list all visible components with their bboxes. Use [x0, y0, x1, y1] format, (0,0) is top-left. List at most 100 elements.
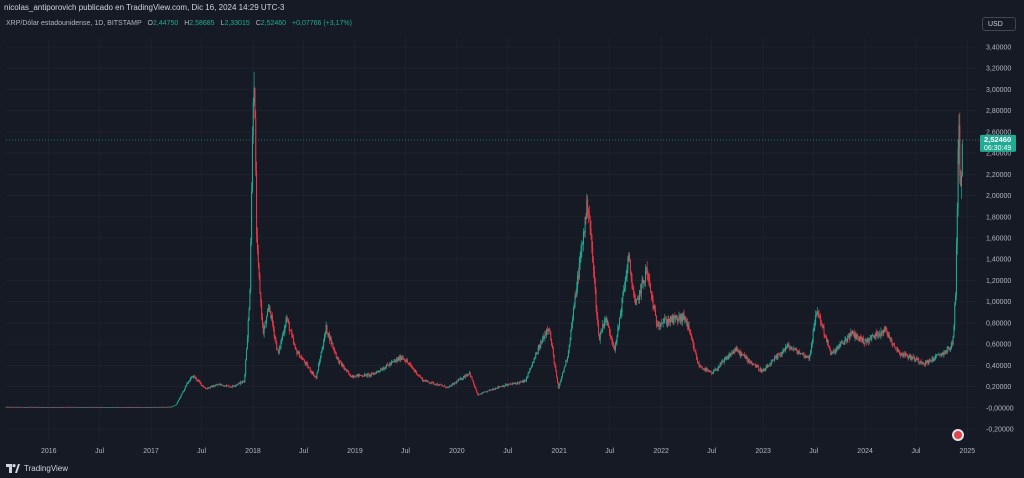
- candle-body: [392, 361, 394, 362]
- candle-body: [38, 406, 40, 408]
- candle-body: [907, 356, 909, 359]
- candle-body: [525, 376, 527, 382]
- candle-body: [116, 407, 118, 408]
- candle-body: [589, 219, 591, 229]
- candle-body: [68, 406, 70, 408]
- candle-body: [88, 407, 90, 408]
- candle-body: [268, 307, 270, 309]
- candle-body: [282, 334, 284, 335]
- candle-body: [618, 325, 620, 328]
- candle-body: [330, 337, 332, 344]
- x-tick-label: 2021: [551, 448, 567, 455]
- candle-body: [453, 383, 455, 385]
- candle-body: [531, 366, 533, 368]
- candle-body: [935, 354, 937, 356]
- candle-body: [128, 407, 130, 408]
- candle-body: [334, 348, 336, 353]
- candle-body: [586, 199, 588, 219]
- candle-body: [761, 370, 763, 373]
- candle-body: [413, 369, 415, 371]
- candle-body: [331, 342, 333, 344]
- candle-body: [325, 324, 327, 333]
- candle-body: [45, 407, 47, 408]
- candle-body: [139, 407, 141, 408]
- candle-body: [546, 329, 548, 331]
- candle-body: [309, 367, 311, 372]
- candle-body: [445, 387, 447, 388]
- candle-body: [175, 404, 177, 406]
- candle-body: [536, 353, 538, 355]
- candle-body: [65, 406, 67, 408]
- candle-body: [77, 407, 79, 408]
- candle-body: [560, 380, 562, 383]
- candle-body: [65, 406, 67, 408]
- candle-body: [726, 356, 728, 359]
- candle-body: [522, 380, 524, 383]
- candle-body: [411, 365, 413, 368]
- candle-body: [952, 336, 954, 344]
- candle-body: [85, 407, 87, 408]
- candle-body: [882, 332, 884, 333]
- candle-body: [246, 348, 248, 360]
- candle-body: [619, 314, 621, 318]
- candle-body: [712, 371, 714, 374]
- candle-body: [59, 407, 61, 408]
- candle-body: [557, 382, 559, 389]
- candle-body: [94, 407, 96, 408]
- candle-body: [209, 387, 211, 389]
- price-axis[interactable]: -0,20000 -0,00000 0,20000 0,40000 0,60000 0,8…: [986, 45, 1014, 434]
- candle-body: [721, 361, 723, 365]
- candle-body: [812, 330, 814, 342]
- candle-body: [40, 407, 42, 408]
- x-tick-label: Jul: [197, 448, 206, 455]
- calendar-event-icon[interactable]: [952, 429, 964, 441]
- currency-button[interactable]: USD: [982, 17, 1016, 31]
- candle-body: [946, 347, 948, 353]
- candle-body: [697, 362, 699, 364]
- candle-body: [707, 369, 709, 372]
- candle-body: [638, 296, 640, 300]
- high-value: 2,58685: [189, 20, 215, 27]
- candle-body: [482, 392, 484, 394]
- candle-body: [890, 337, 892, 340]
- candle-body: [454, 382, 456, 383]
- candle-body: [20, 407, 22, 408]
- candle-body: [960, 175, 962, 186]
- candle-body: [115, 407, 117, 408]
- candle-body: [19, 407, 21, 408]
- candle-body: [163, 406, 165, 408]
- candle-body: [59, 407, 61, 408]
- candle-body: [642, 279, 644, 283]
- candle-body: [180, 394, 182, 398]
- price-tag: 2,52460 06:30:49: [980, 134, 1016, 152]
- candle-body: [455, 382, 457, 384]
- time-axis[interactable]: 2016 Jul 2017 Jul 2018 Jul 2019 Jul 2020 Jul 2021 J…: [41, 448, 975, 455]
- candle-body: [133, 407, 135, 408]
- candle-body: [213, 385, 215, 387]
- y-tick-label: 1,60000: [986, 236, 1011, 243]
- candle-body: [349, 373, 351, 375]
- candle-body: [137, 407, 139, 408]
- candle-body: [90, 407, 92, 408]
- candle-body: [471, 376, 473, 380]
- candle-body: [30, 406, 32, 408]
- candle-body: [44, 407, 46, 408]
- candle-body: [312, 372, 314, 374]
- candle-body: [342, 365, 344, 367]
- candle-body: [371, 373, 373, 375]
- candle-body: [758, 369, 760, 371]
- candle-body: [920, 361, 922, 364]
- candle-body: [686, 321, 688, 327]
- symbol-legend: XRP/Dólar estadounidense, 1D, BITSTAMP O…: [6, 20, 352, 27]
- symbol-name[interactable]: XRP/Dólar estadounidense, 1D, BITSTAMP: [6, 20, 142, 27]
- candle-body: [199, 382, 201, 384]
- candle-body: [260, 293, 262, 302]
- candle-body: [483, 392, 485, 393]
- candle-body: [15, 406, 17, 408]
- x-tick-label: Jul: [809, 448, 818, 455]
- candle-body: [288, 322, 290, 331]
- candle-body: [673, 315, 675, 323]
- candle-body: [481, 392, 483, 395]
- candle-body: [806, 356, 808, 358]
